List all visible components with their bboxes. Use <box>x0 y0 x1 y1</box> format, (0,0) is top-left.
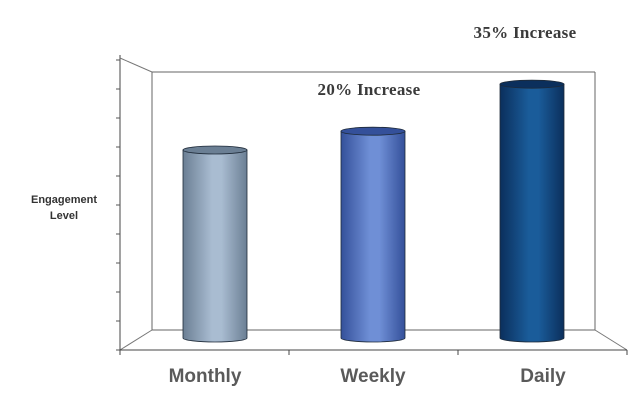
bar-weekly <box>340 130 406 343</box>
bar-top-monthly <box>182 145 248 155</box>
x-axis-ticks <box>119 350 628 355</box>
bar-monthly <box>182 149 248 343</box>
annotation-weekly: 20% Increase <box>318 80 421 99</box>
floor-right-edge <box>594 329 628 351</box>
bar-daily <box>499 83 565 343</box>
y-axis-ticks <box>116 59 120 351</box>
category-label-monthly: Monthly <box>169 366 242 387</box>
category-label-daily: Daily <box>520 366 566 387</box>
side-wall-top <box>119 57 153 73</box>
bar-top-weekly <box>340 126 406 136</box>
y-axis-label-line-2: Level <box>50 210 78 222</box>
category-label-weekly: Weekly <box>340 366 406 387</box>
annotation-daily: 35% Increase <box>474 23 577 42</box>
bar-top-daily <box>499 79 565 89</box>
bars-group <box>182 79 565 343</box>
floor-left-edge <box>119 329 153 351</box>
y-axis-label-line-1: Engagement <box>31 194 97 206</box>
